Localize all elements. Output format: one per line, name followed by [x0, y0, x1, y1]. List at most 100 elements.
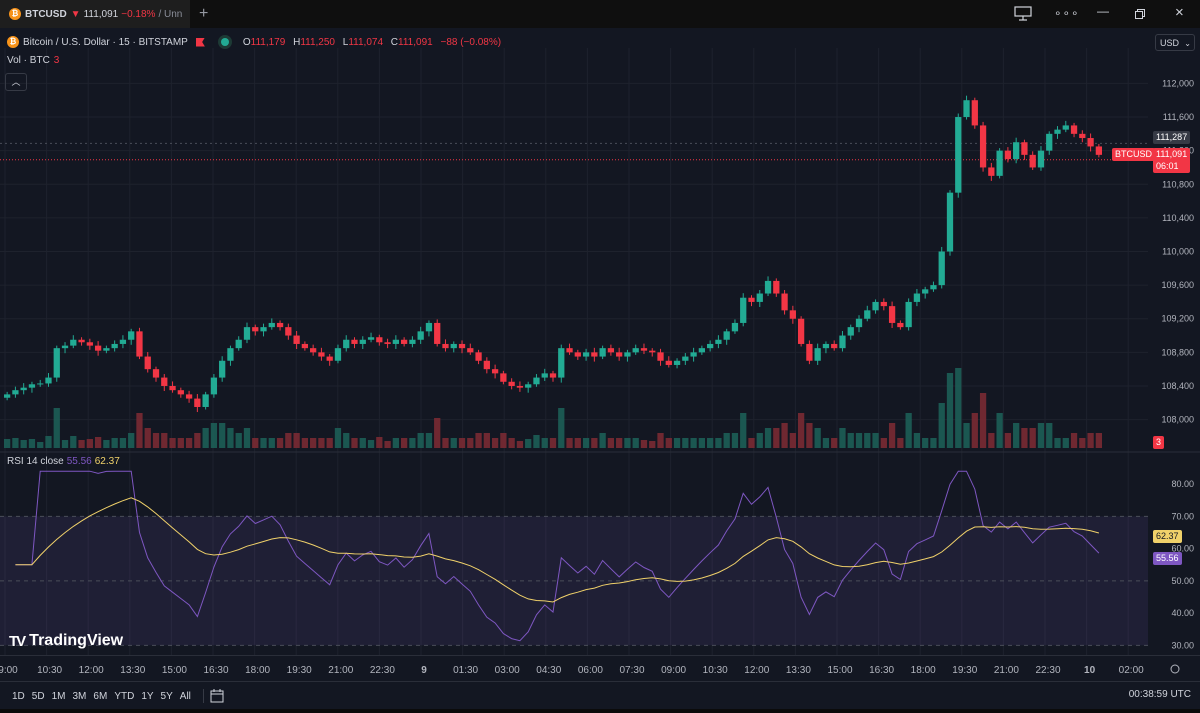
- volume-bar: [707, 438, 714, 448]
- candle: [1062, 125, 1069, 130]
- candle: [1037, 150, 1045, 168]
- minimize-icon[interactable]: —: [1097, 4, 1109, 18]
- volume-bar: [119, 438, 127, 448]
- volume-bar: [814, 428, 821, 448]
- clock[interactable]: 00:38:59 UTC: [1128, 689, 1191, 700]
- volume-bar: [45, 436, 52, 448]
- restore-icon[interactable]: [1135, 9, 1146, 20]
- period-5d[interactable]: 5D: [31, 690, 45, 702]
- candle: [500, 373, 507, 382]
- price-chart[interactable]: 112,000111,600111,200110,800110,400110,0…: [0, 28, 1200, 655]
- period-3m[interactable]: 3M: [72, 690, 87, 702]
- candle: [864, 310, 871, 319]
- candle: [417, 331, 424, 340]
- rsi-ma-line: [15, 497, 1100, 603]
- volume-bar: [971, 413, 978, 448]
- period-all[interactable]: All: [179, 690, 191, 702]
- browser-title-bar: [0, 0, 1200, 28]
- volume-bar: [235, 433, 242, 448]
- volume-bar: [12, 438, 19, 448]
- volume-bar: [152, 433, 160, 448]
- period-ytd[interactable]: YTD: [114, 690, 135, 702]
- time-axis[interactable]: 9:00 10:30 12:00 13:30 15:00 16:30 18:00 19:30 2…: [0, 655, 1200, 682]
- tab-btcusd[interactable]: ₿ BTCUSD ▼ 111,091 −0.18% / Unn: [0, 0, 190, 28]
- bitcoin-icon: ₿: [7, 36, 19, 48]
- volume-bar: [549, 438, 557, 448]
- candle: [558, 348, 565, 378]
- volume-bar: [516, 441, 524, 448]
- time-axis-label: 10: [1084, 665, 1096, 676]
- volume-bar: [897, 438, 904, 448]
- candle: [525, 384, 532, 388]
- candle: [996, 150, 1003, 176]
- candle: [549, 373, 557, 378]
- symbol-legend: ₿ Bitcoin / U.S. Dollar · 15 · BITSTAMP …: [0, 32, 506, 52]
- candle: [582, 352, 590, 357]
- volume-bar: [285, 433, 292, 448]
- candle: [1029, 154, 1036, 168]
- candle: [45, 377, 52, 384]
- time-axis-label: 09:00: [661, 665, 686, 676]
- period-1y[interactable]: 1Y: [141, 690, 154, 702]
- chevron-up-icon[interactable]: ︿: [5, 73, 27, 91]
- candle: [508, 381, 515, 386]
- volume-bar: [797, 413, 805, 448]
- volume-bar: [442, 438, 449, 448]
- volume-bar: [268, 438, 275, 448]
- currency-select[interactable]: USD ⌄: [1155, 34, 1195, 51]
- ohlc-values: O111,179 H111,250 L111,074 C111,091 −88 …: [242, 36, 502, 48]
- volume-bar: [1004, 433, 1012, 448]
- volume-bar: [698, 438, 706, 448]
- candle: [1013, 142, 1020, 160]
- flag-icon[interactable]: [195, 37, 205, 47]
- layout-icon[interactable]: [1014, 6, 1032, 22]
- candle: [731, 322, 739, 332]
- period-5y[interactable]: 5Y: [160, 690, 173, 702]
- volume-bar: [334, 428, 342, 448]
- candle: [61, 345, 69, 349]
- calendar-range-icon[interactable]: [210, 689, 226, 703]
- price-scale-label: 110,400: [1162, 213, 1194, 223]
- period-6m[interactable]: 6M: [93, 690, 108, 702]
- price-change: −88 (−0.08%): [440, 36, 502, 48]
- market-status-icon: [220, 38, 229, 46]
- new-tab-icon[interactable]: +: [199, 5, 209, 22]
- period-1d[interactable]: 1D: [12, 690, 25, 702]
- symbol-name[interactable]: Bitcoin / U.S. Dollar · 15 · BITSTAMP: [23, 36, 188, 48]
- candle: [930, 285, 937, 290]
- close-icon[interactable]: ×: [1175, 4, 1184, 21]
- tradingview-logo[interactable]: TV TradingView: [9, 632, 124, 650]
- rsi-legend: RSI 14 close 55.56 62.37: [7, 456, 120, 467]
- candle: [434, 322, 441, 344]
- volume-bar: [491, 438, 499, 448]
- volume-bar: [326, 438, 333, 448]
- more-icon[interactable]: ∘∘∘: [1054, 6, 1080, 20]
- time-axis-label: 9:00: [0, 665, 18, 676]
- time-axis-label: 18:00: [245, 665, 270, 676]
- crosshair-price-badge: 111,287: [1153, 131, 1191, 144]
- volume-bar: [177, 438, 184, 448]
- candle: [707, 343, 714, 349]
- rsi-band: [0, 516, 1148, 646]
- tab-price: 111,091: [83, 8, 119, 20]
- candle: [913, 293, 921, 302]
- volume-bar: [1046, 423, 1053, 448]
- volume-bar: [888, 423, 896, 448]
- volume-bar: [756, 433, 763, 448]
- volume-bar: [1013, 423, 1020, 448]
- period-1m[interactable]: 1M: [51, 690, 66, 702]
- settings-gear-icon[interactable]: [1170, 664, 1180, 674]
- candle: [458, 343, 466, 349]
- rsi-ma-badge: 62.37: [1153, 530, 1182, 543]
- candle: [243, 327, 251, 340]
- time-axis-label: 16:30: [869, 665, 894, 676]
- candle: [392, 339, 399, 344]
- time-axis-label: 21:00: [328, 665, 353, 676]
- candle: [219, 360, 226, 378]
- volume-bar: [657, 433, 664, 448]
- volume-bar: [649, 441, 656, 448]
- volume-bar: [624, 438, 631, 448]
- price-scale-label: 109,600: [1161, 280, 1194, 290]
- candle: [177, 390, 184, 395]
- candle: [574, 352, 581, 357]
